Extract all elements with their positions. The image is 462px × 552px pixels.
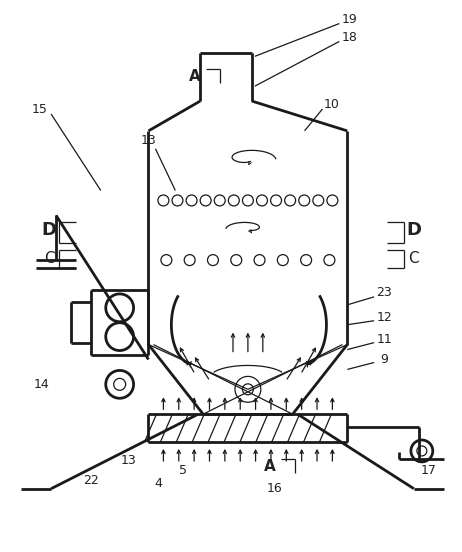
- Text: 5: 5: [179, 464, 187, 477]
- Text: 23: 23: [376, 286, 392, 299]
- Text: D: D: [407, 221, 421, 239]
- Text: D: D: [42, 221, 57, 239]
- Text: 18: 18: [341, 31, 357, 44]
- Text: 9: 9: [380, 353, 388, 366]
- Text: A: A: [264, 459, 276, 474]
- Text: 10: 10: [323, 98, 339, 110]
- Text: 17: 17: [421, 464, 437, 477]
- Text: A: A: [189, 68, 201, 84]
- Text: 19: 19: [341, 13, 357, 26]
- Text: 22: 22: [83, 474, 99, 487]
- Text: 15: 15: [31, 103, 47, 115]
- Text: 11: 11: [376, 333, 392, 346]
- Text: 4: 4: [154, 477, 162, 490]
- Text: 16: 16: [267, 482, 283, 495]
- Text: 14: 14: [33, 378, 49, 391]
- Text: C: C: [44, 251, 55, 266]
- Text: 13: 13: [140, 134, 156, 147]
- Text: 12: 12: [376, 311, 392, 324]
- Text: 13: 13: [121, 454, 136, 468]
- Text: C: C: [408, 251, 419, 266]
